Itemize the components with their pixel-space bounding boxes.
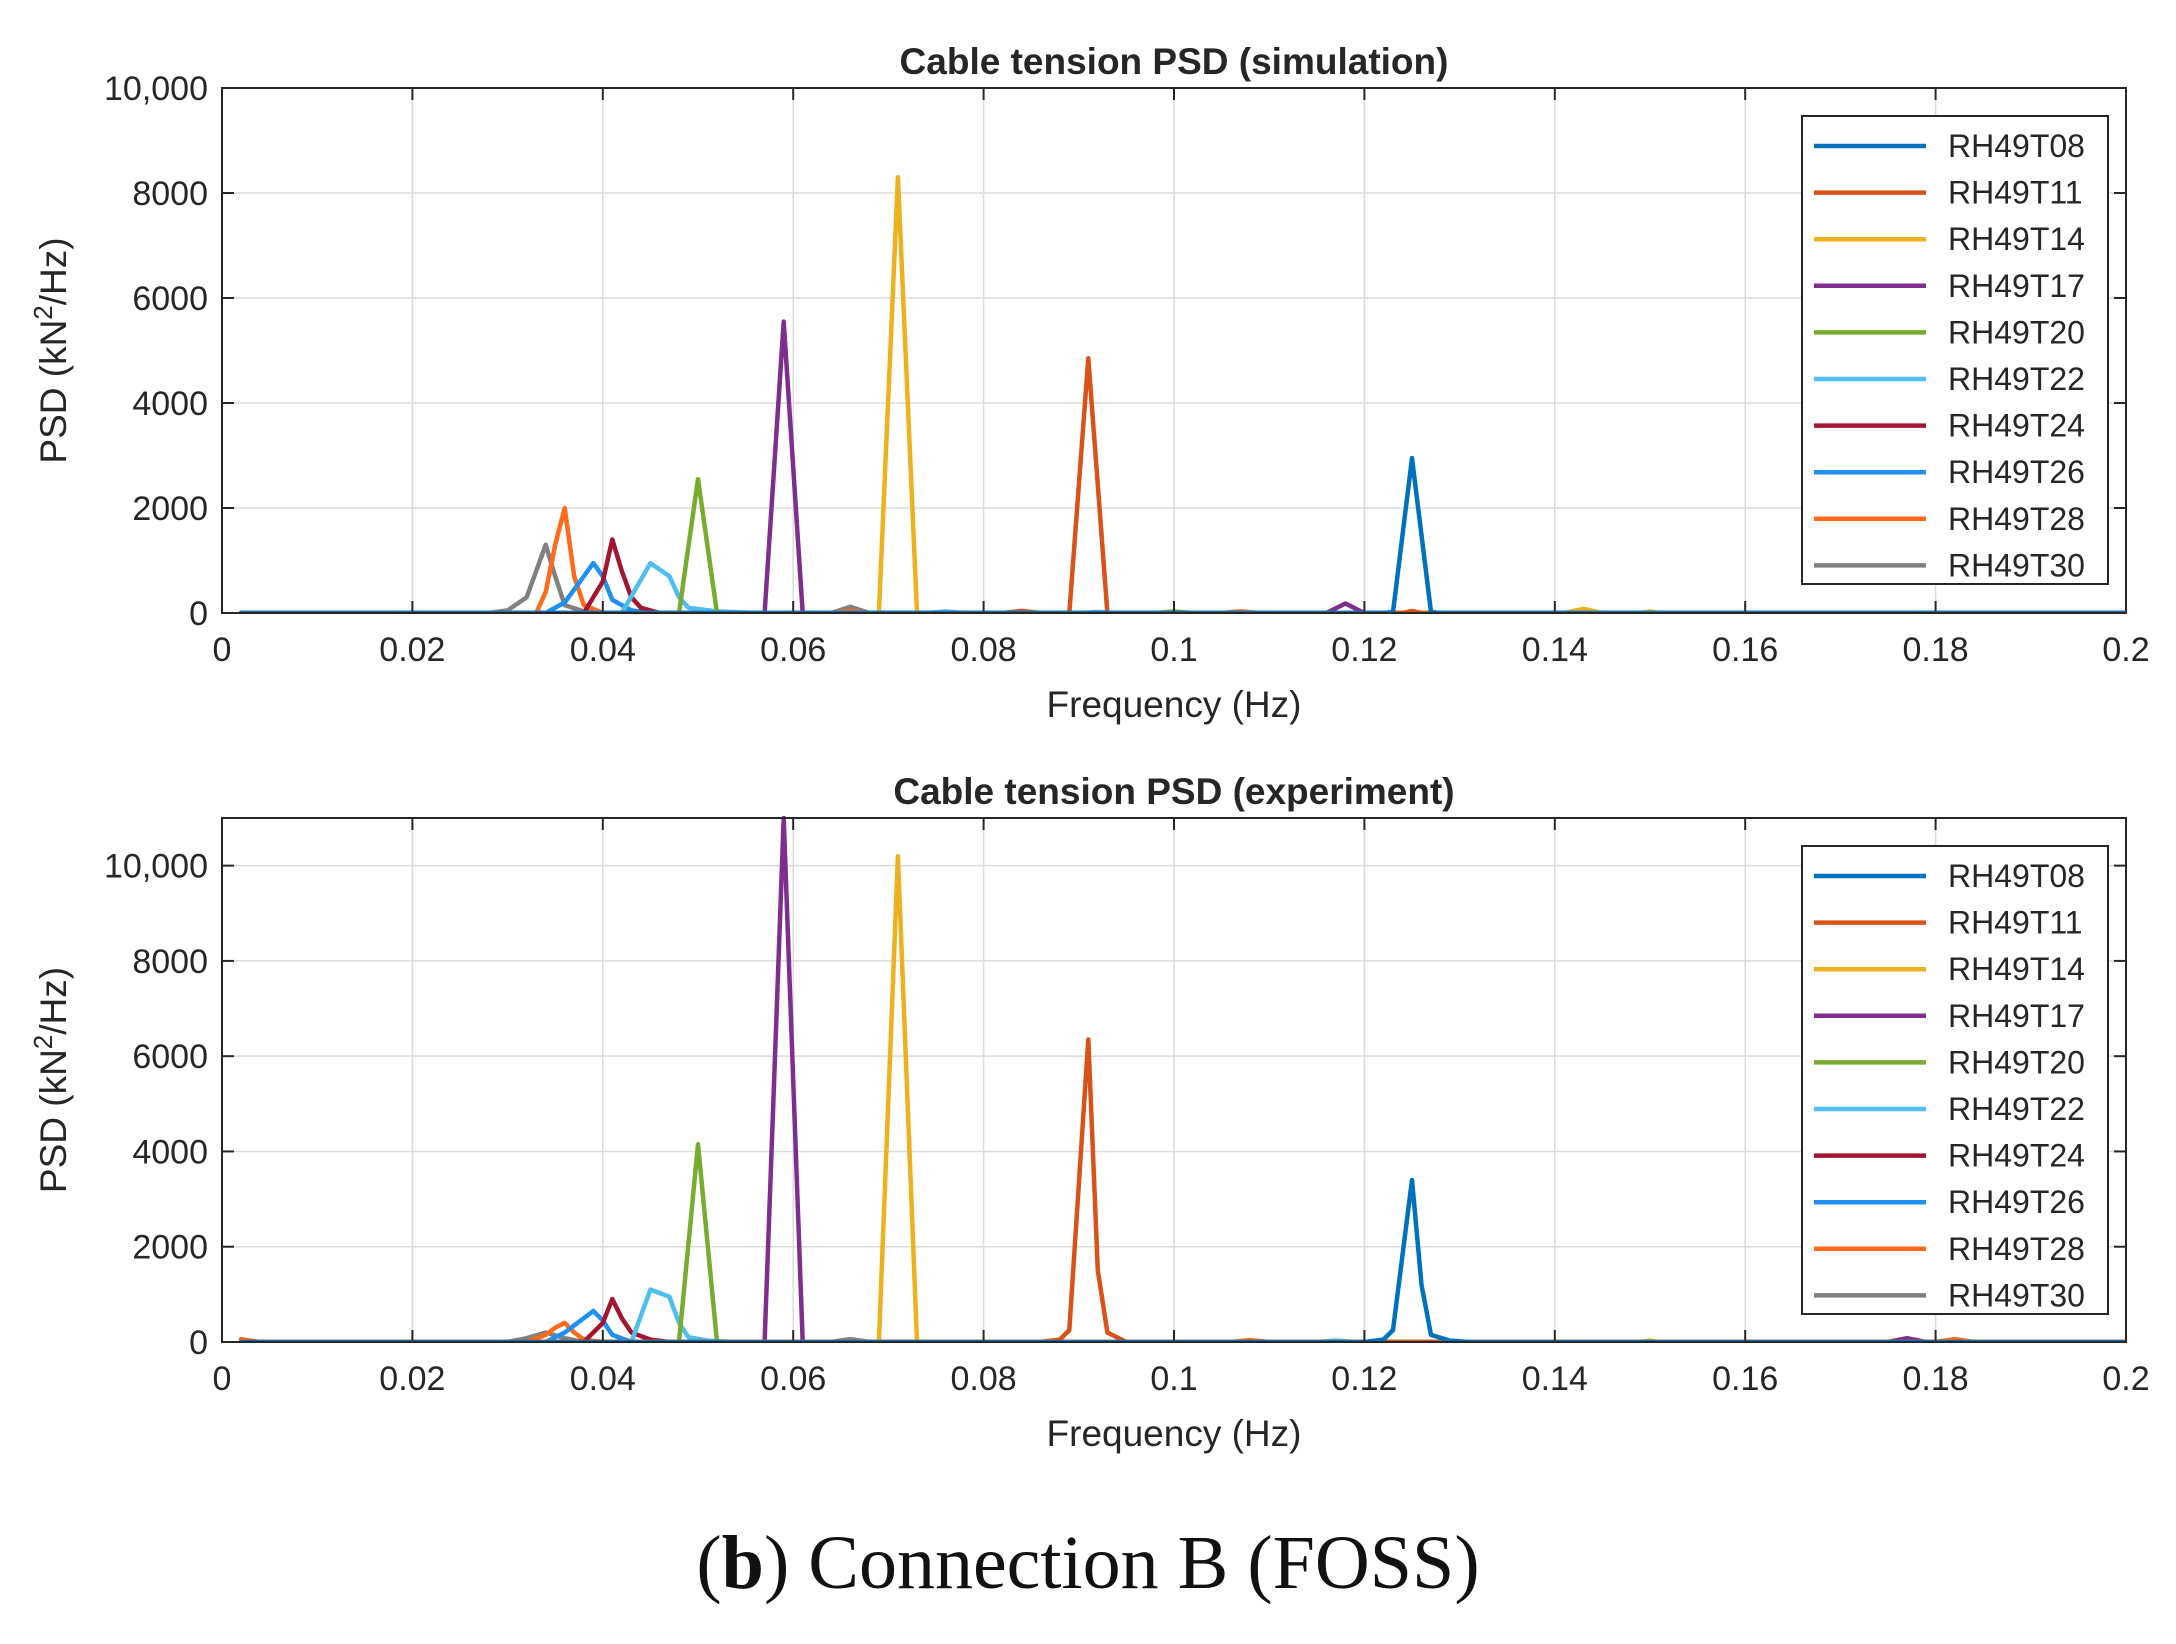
legend-label: RH49T20	[1948, 1044, 2085, 1080]
y-tick-label: 4000	[132, 1133, 208, 1171]
x-tick-label: 0.06	[760, 631, 826, 669]
x-tick-label: 0.02	[379, 1360, 445, 1398]
x-tick-label: 0.1	[1150, 631, 1197, 669]
x-tick-label: 0.08	[951, 1360, 1017, 1398]
legend-label: RH49T11	[1948, 175, 2083, 211]
series-line-rh49t08	[238, 455, 2126, 613]
series-line-rh49t20	[238, 1142, 2126, 1342]
legend-item: RH49T24	[1814, 1138, 2085, 1174]
legend-item: RH49T22	[1814, 361, 2085, 397]
legend-label: RH49T22	[1948, 361, 2085, 397]
series-line-rh49t26	[238, 1308, 2126, 1342]
legend-label: RH49T14	[1948, 221, 2085, 257]
legend-label: RH49T30	[1948, 1277, 2085, 1313]
x-axis-label: Frequency (Hz)	[1047, 684, 1302, 725]
y-tick-label: 4000	[132, 385, 208, 423]
legend: RH49T08 RH49T11 RH49T14 RH49T17 RH49T20 RH49T…	[1801, 845, 2109, 1315]
x-tick-label: 0.08	[951, 631, 1017, 669]
x-tick-label: 0.18	[1903, 1360, 1969, 1398]
caption-suffix: ) Connection B (FOSS)	[763, 1521, 1480, 1605]
y-axis-label: PSD (kN2/Hz)	[28, 967, 74, 1193]
x-tick-label: 0.04	[570, 1360, 636, 1398]
legend-item: RH49T22	[1814, 1091, 2085, 1127]
y-tick-label: 6000	[132, 1038, 208, 1076]
x-tick-label: 0.04	[570, 631, 636, 669]
legend-item: RH49T11	[1814, 175, 2083, 211]
legend-label: RH49T08	[1948, 858, 2085, 894]
chart-title: Cable tension PSD (simulation)	[900, 41, 1449, 82]
y-tick-label: 0	[189, 595, 208, 633]
legend-item: RH49T28	[1814, 501, 2085, 537]
y-tick-label: 8000	[132, 175, 208, 213]
x-tick-label: 0.06	[760, 1360, 826, 1398]
y-tick-label: 10,000	[104, 848, 208, 886]
x-tick-label: 0.18	[1903, 631, 1969, 669]
x-tick-label: 0	[213, 631, 232, 669]
legend-label: RH49T11	[1948, 905, 2083, 941]
x-tick-label: 0	[213, 1360, 232, 1398]
series-line-rh49t30	[238, 542, 2126, 613]
y-tick-label: 0	[189, 1324, 208, 1362]
y-tick-label: 2000	[132, 1229, 208, 1267]
x-tick-label: 0.14	[1522, 1360, 1588, 1398]
x-tick-label: 0.12	[1331, 631, 1397, 669]
legend-item: RH49T20	[1814, 1044, 2085, 1080]
legend-label: RH49T17	[1948, 998, 2085, 1034]
y-tick-label: 10,000	[104, 70, 208, 108]
legend-label: RH49T20	[1948, 314, 2085, 350]
legend-label: RH49T24	[1948, 1138, 2085, 1174]
legend-label: RH49T24	[1948, 408, 2085, 444]
chart-title: Cable tension PSD (experiment)	[893, 771, 1454, 812]
legend-label: RH49T28	[1948, 1231, 2085, 1267]
legend-item: RH49T08	[1814, 128, 2085, 164]
caption-prefix: (	[696, 1521, 722, 1605]
x-tick-label: 0.12	[1331, 1360, 1397, 1398]
legend-item: RH49T17	[1814, 268, 2085, 304]
x-tick-label: 0.16	[1712, 1360, 1778, 1398]
legend-label: RH49T28	[1948, 501, 2085, 537]
legend-label: RH49T14	[1948, 951, 2085, 987]
chart-simulation: 0 0.02 0.04 0.06 0.08 0.1 0.12 0.14 0.16 0.18 0.2 0…	[28, 41, 2150, 725]
caption-letter: b	[721, 1521, 764, 1605]
x-axis-label: Frequency (Hz)	[1047, 1413, 1302, 1454]
y-tick-label: 2000	[132, 490, 208, 528]
legend-item: RH49T20	[1814, 314, 2085, 350]
x-tick-label: 0.2	[2102, 631, 2149, 669]
legend-item: RH49T28	[1814, 1231, 2085, 1267]
legend-label: RH49T22	[1948, 1091, 2085, 1127]
legend-item: RH49T26	[1814, 1184, 2085, 1220]
legend-item: RH49T24	[1814, 408, 2085, 444]
legend-label: RH49T08	[1948, 128, 2085, 164]
legend-label: RH49T26	[1948, 1184, 2085, 1220]
x-tick-label: 0.02	[379, 631, 445, 669]
figure-caption: (b) Connection B (FOSS)	[0, 1520, 2176, 1607]
legend-item: RH49T14	[1814, 221, 2085, 257]
x-tick-label: 0.1	[1150, 1360, 1197, 1398]
legend-item: RH49T11	[1814, 905, 2083, 941]
legend-label: RH49T17	[1948, 268, 2085, 304]
legend-label: RH49T26	[1948, 454, 2085, 490]
legend-item: RH49T30	[1814, 547, 2085, 583]
y-axis-label: PSD (kN2/Hz)	[28, 237, 74, 463]
x-tick-label: 0.14	[1522, 631, 1588, 669]
chart-experiment: 0 0.02 0.04 0.06 0.08 0.1 0.12 0.14 0.16 0.18 0.2 0…	[28, 771, 2150, 1454]
x-tick-label: 0.2	[2102, 1360, 2149, 1398]
legend-item: RH49T14	[1814, 951, 2085, 987]
legend-label: RH49T30	[1948, 547, 2085, 583]
legend-item: RH49T26	[1814, 454, 2085, 490]
y-tick-label: 6000	[132, 280, 208, 318]
legend-item: RH49T17	[1814, 998, 2085, 1034]
legend: RH49T08 RH49T11 RH49T14 RH49T17 RH49T20 RH49T…	[1801, 115, 2109, 585]
y-tick-label: 8000	[132, 943, 208, 981]
legend-item: RH49T30	[1814, 1277, 2085, 1313]
legend-item: RH49T08	[1814, 858, 2085, 894]
x-tick-label: 0.16	[1712, 631, 1778, 669]
